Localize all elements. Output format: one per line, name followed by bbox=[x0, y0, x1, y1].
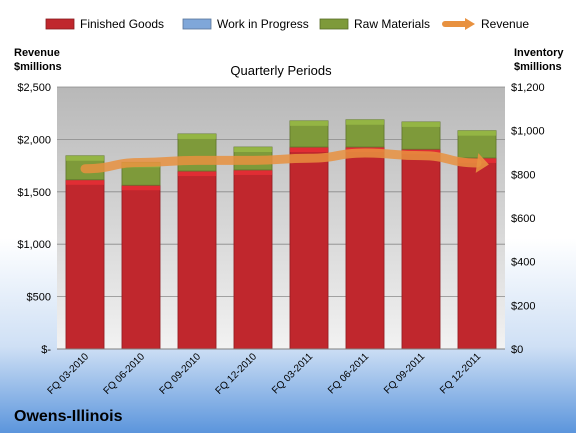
left-tick-label: $1,500 bbox=[17, 187, 51, 199]
bar-finished-goods bbox=[289, 146, 329, 350]
legend-swatch-raw-materials bbox=[319, 18, 349, 30]
legend-label: Finished Goods bbox=[80, 17, 164, 31]
legend-label: Work in Progress bbox=[217, 17, 309, 31]
bar-stacks bbox=[65, 119, 497, 350]
legend-arrow-revenue bbox=[465, 18, 475, 30]
right-axis-ticks: $0 $200 $400 $600 $800 $1,000 $1,200 bbox=[511, 82, 545, 356]
bar-finished-goods bbox=[121, 184, 161, 350]
right-tick-label: $400 bbox=[511, 257, 535, 269]
bar-finished-goods bbox=[345, 146, 385, 350]
bar-finished-goods bbox=[65, 179, 105, 350]
right-tick-label: $800 bbox=[511, 169, 535, 181]
legend-swatch-finished-goods bbox=[45, 18, 75, 30]
right-tick-label: $1,200 bbox=[511, 82, 545, 94]
left-axis-label-line2: $millions bbox=[14, 61, 62, 73]
right-tick-label: $600 bbox=[511, 213, 535, 225]
left-axis-label-line1: Revenue bbox=[14, 47, 60, 59]
bar-highlight bbox=[289, 147, 329, 153]
left-tick-label: $1,000 bbox=[17, 239, 51, 251]
revenue-line-group bbox=[80, 148, 489, 174]
bar-highlight bbox=[65, 155, 105, 161]
bar-raw-materials bbox=[177, 133, 217, 172]
revenue-line bbox=[80, 148, 482, 174]
bar-finished-goods bbox=[457, 157, 497, 350]
legend-label: Revenue bbox=[481, 17, 529, 31]
left-tick-label: $500 bbox=[27, 292, 51, 304]
legend: Finished Goods Work in Progress Raw Materi… bbox=[45, 17, 529, 31]
left-axis-ticks: $- $500 $1,000 $1,500 $2,000 $2,500 bbox=[17, 82, 51, 356]
bar-highlight bbox=[289, 120, 329, 126]
bar-highlight bbox=[65, 179, 105, 185]
left-tick-label: $2,000 bbox=[17, 134, 51, 146]
right-tick-label: $0 bbox=[511, 344, 523, 356]
right-tick-label: $1,000 bbox=[511, 126, 545, 138]
bar-highlight bbox=[457, 130, 497, 136]
bar-highlight bbox=[121, 185, 161, 191]
right-tick-label: $200 bbox=[511, 300, 535, 312]
left-tick-label: $2,500 bbox=[17, 82, 51, 94]
chart-title: Quarterly Periods bbox=[230, 63, 332, 78]
revenue-line-arrowhead bbox=[475, 153, 489, 173]
legend-label: Raw Materials bbox=[354, 17, 430, 31]
bar-highlight bbox=[177, 171, 217, 177]
bar-finished-goods bbox=[177, 170, 217, 350]
bar-highlight bbox=[345, 119, 385, 125]
bar-highlight bbox=[233, 169, 273, 175]
left-tick-label: $- bbox=[41, 344, 51, 356]
legend-swatch-work-in-progress bbox=[182, 18, 212, 30]
bar-highlight bbox=[401, 121, 441, 127]
bar-highlight bbox=[177, 133, 217, 139]
bar-finished-goods bbox=[233, 169, 273, 350]
right-axis-label-line1: Inventory bbox=[514, 47, 564, 59]
bar-highlight bbox=[233, 147, 273, 153]
bar-finished-goods bbox=[401, 148, 441, 350]
company-name: Owens-Illinois bbox=[14, 408, 123, 425]
right-axis-label-line2: $millions bbox=[514, 61, 562, 73]
